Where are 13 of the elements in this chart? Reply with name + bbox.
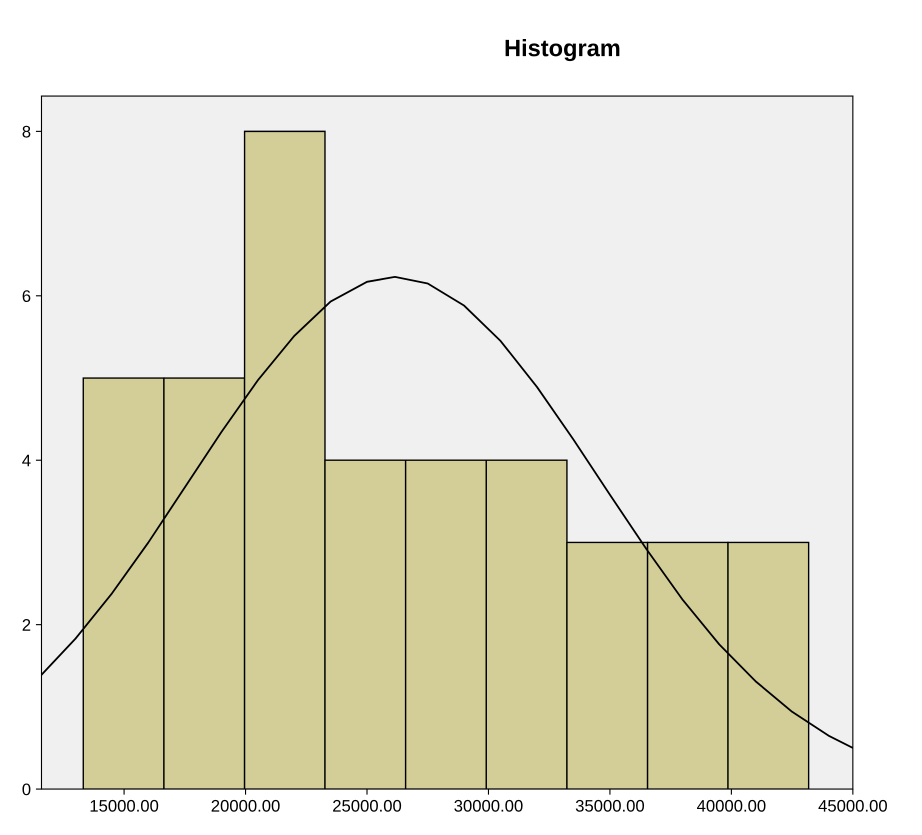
y-tick-label: 6 xyxy=(22,290,30,302)
x-tick-label: 35000.00 xyxy=(576,800,644,812)
x-tick-label: 25000.00 xyxy=(333,800,402,812)
x-tick-label: 20000.00 xyxy=(212,800,280,812)
y-tick-label: 2 xyxy=(22,619,30,631)
y-tick-label: 8 xyxy=(22,126,30,138)
x-tick-label: 30000.00 xyxy=(454,800,523,812)
y-tick-label: 4 xyxy=(22,454,31,466)
x-tick-label: 45000.00 xyxy=(818,800,887,812)
x-tick-label: 40000.00 xyxy=(697,800,766,812)
chart-title: Histogram xyxy=(506,39,620,62)
y-tick-label: 0 xyxy=(22,783,30,796)
x-tick-label: 15000.00 xyxy=(90,800,158,812)
